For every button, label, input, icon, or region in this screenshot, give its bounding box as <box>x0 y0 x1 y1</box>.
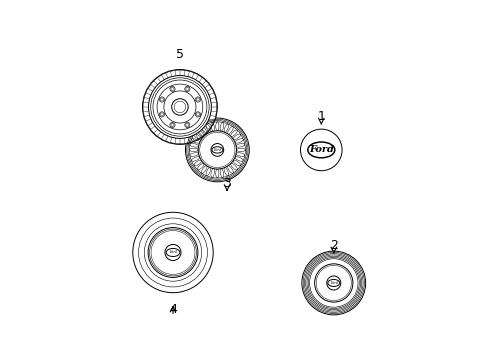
Text: 3: 3 <box>223 177 230 190</box>
Text: 4: 4 <box>169 303 177 316</box>
Ellipse shape <box>211 147 223 153</box>
Circle shape <box>142 69 217 144</box>
Circle shape <box>184 86 190 91</box>
Circle shape <box>148 228 198 278</box>
Ellipse shape <box>327 279 339 287</box>
Circle shape <box>184 122 190 127</box>
Circle shape <box>169 86 175 91</box>
Text: 5: 5 <box>176 48 183 61</box>
Circle shape <box>185 118 249 182</box>
Circle shape <box>210 144 224 156</box>
Text: Ford: Ford <box>329 281 337 285</box>
Circle shape <box>164 244 181 261</box>
Circle shape <box>171 99 188 115</box>
Circle shape <box>300 129 342 171</box>
Text: 2: 2 <box>329 239 337 252</box>
Circle shape <box>198 131 236 169</box>
Text: Ford: Ford <box>308 145 333 154</box>
Circle shape <box>326 276 340 290</box>
Circle shape <box>133 212 213 293</box>
Text: 1: 1 <box>317 110 325 123</box>
Circle shape <box>169 122 175 127</box>
Text: Ford: Ford <box>168 251 177 255</box>
Circle shape <box>159 112 164 117</box>
Text: Ford: Ford <box>213 148 221 152</box>
Ellipse shape <box>307 142 334 158</box>
Circle shape <box>159 97 164 102</box>
Circle shape <box>314 264 352 302</box>
Ellipse shape <box>166 248 180 257</box>
Circle shape <box>195 112 200 117</box>
Circle shape <box>195 97 200 102</box>
Circle shape <box>148 76 211 138</box>
Circle shape <box>301 251 365 315</box>
